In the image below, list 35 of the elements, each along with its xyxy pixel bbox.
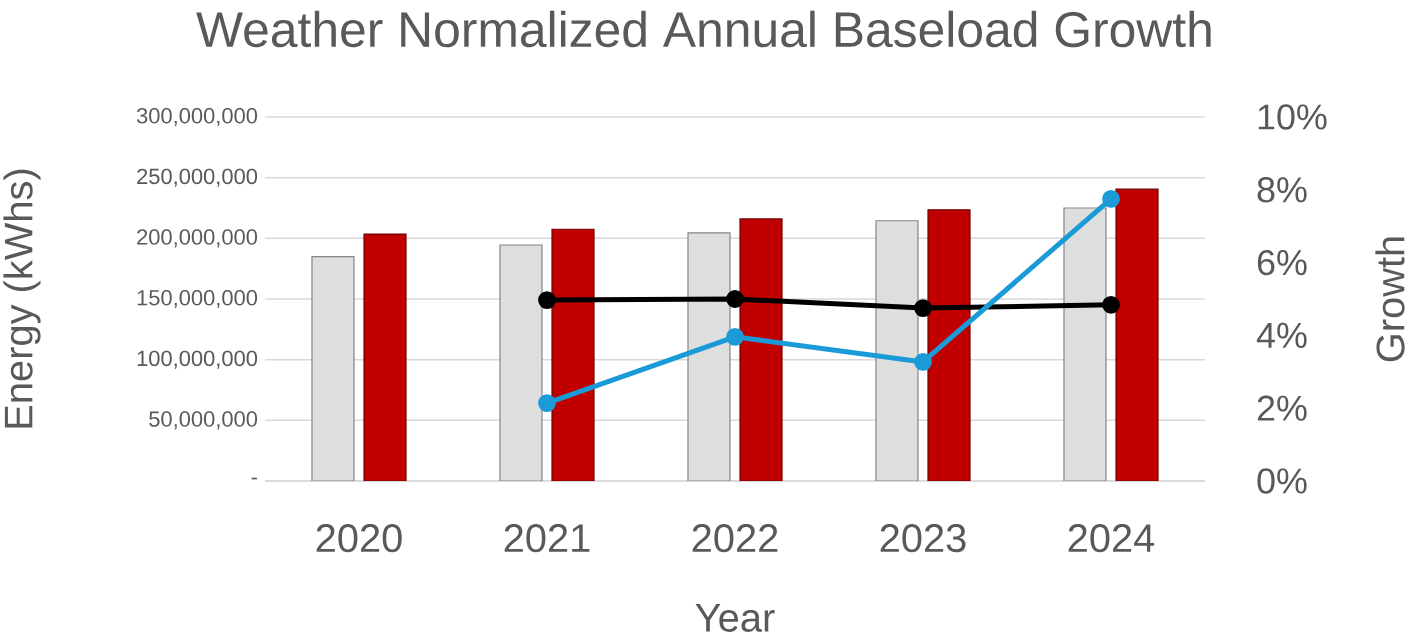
y-axis-title: Energy (kWhs) [3, 169, 41, 428]
bar [739, 218, 783, 481]
y2-tick-label: 4% [1256, 322, 1307, 348]
y-tick-label: 250,000,000 [137, 168, 258, 187]
y2-tick-label: 2% [1257, 395, 1307, 421]
x-axis-title: Year [695, 604, 775, 632]
y-tick-label: - [251, 477, 257, 480]
point [538, 394, 556, 412]
x-tick-label: 2023 [880, 524, 966, 553]
point [726, 290, 744, 308]
bar [363, 233, 407, 481]
y2-tick-label: 6% [1257, 249, 1307, 276]
point [1102, 190, 1120, 208]
bar [1115, 188, 1159, 481]
y-tick-label: 100,000,000 [137, 350, 258, 369]
y-tick-label: 50,000,000 [149, 411, 258, 430]
y2-tick-label: 8% [1257, 177, 1307, 203]
x-tick-label: 2022 [692, 524, 778, 553]
x-tick-label: 2021 [504, 524, 590, 553]
bar [927, 209, 971, 481]
point [914, 353, 932, 371]
point [538, 291, 556, 309]
point [914, 299, 932, 317]
point [726, 327, 744, 346]
y-tick-label: 150,000,000 [137, 289, 258, 309]
point [1102, 295, 1120, 314]
y2-tick-label: 0% [1257, 468, 1307, 494]
bar [551, 228, 595, 481]
y2-tick-label: 10% [1258, 104, 1327, 130]
y2-axis-title: Growth [1375, 237, 1405, 362]
y-tick-label: 200,000,000 [137, 229, 258, 248]
chart-title: Weather Normalized Annual Baseload Growth [196, 10, 1211, 48]
y-tick-label: 300,000,000 [136, 107, 258, 127]
x-tick-label: 2020 [316, 524, 402, 553]
x-tick-label: 2024 [1068, 524, 1155, 553]
